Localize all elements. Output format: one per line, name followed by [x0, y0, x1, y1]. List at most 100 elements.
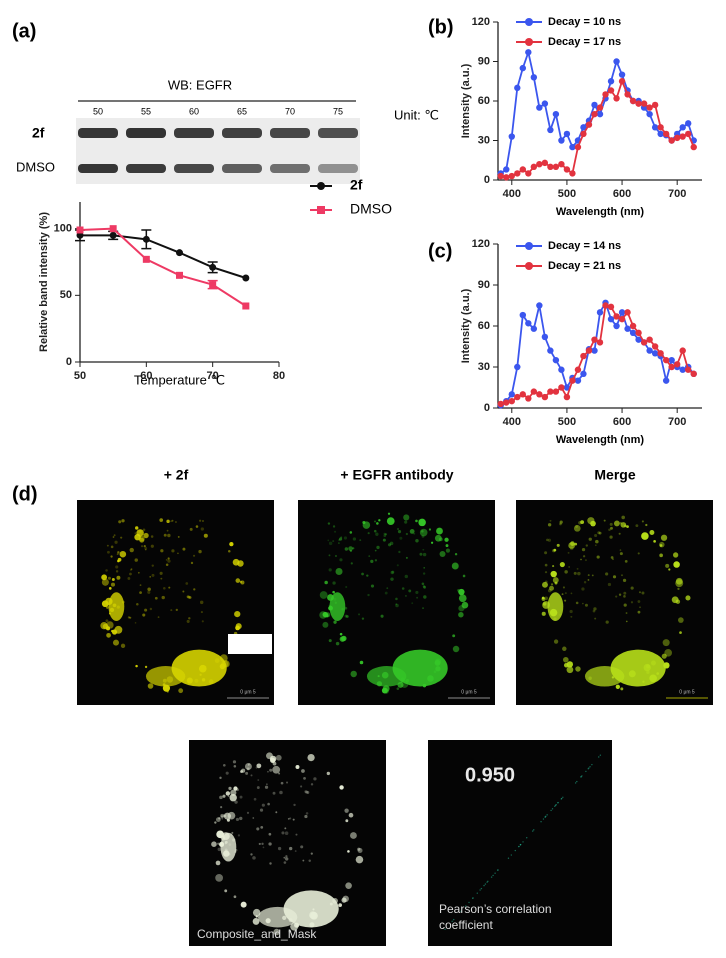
image-title: Merge [594, 467, 635, 483]
fluorescence-speckle [415, 538, 419, 543]
fluorescence-speckle [630, 601, 634, 604]
fluorescence-speckle [127, 616, 131, 619]
data-point [541, 100, 549, 107]
fluorescence-spot [434, 534, 442, 542]
fluorescence-spot [673, 552, 679, 558]
data-point [629, 329, 637, 337]
data-point [514, 170, 521, 177]
fluorescence-speckle [585, 544, 588, 547]
fluorescence-spot [338, 903, 342, 908]
fluorescence-speckle [544, 563, 548, 567]
fluorescence-spot [568, 542, 576, 549]
fluorescence-spot [350, 832, 357, 839]
fluorescence-cluster [145, 666, 186, 687]
fluorescence-speckle [149, 607, 153, 611]
fluorescence-speckle [302, 859, 305, 862]
data-point [547, 388, 554, 395]
fluorescence-speckle [239, 795, 243, 799]
series-line [500, 300, 695, 406]
panel-label: (d) [12, 483, 38, 505]
scatter-dot [562, 796, 564, 798]
fluorescence-speckle [227, 795, 230, 798]
fluorescence-spot [256, 763, 262, 769]
fluorescence-cluster [283, 890, 339, 928]
fluorescence-speckle [199, 519, 202, 522]
blot-row-label: DMSO [16, 159, 55, 174]
fluorescence-speckle [418, 519, 421, 522]
data-point [552, 110, 560, 118]
fluorescence-speckle [310, 852, 313, 855]
scatter-dot [479, 889, 481, 891]
fluorescence-spot [679, 631, 682, 634]
y-tick-label: 0 [484, 402, 490, 414]
fluorescence-speckle [368, 555, 371, 558]
fluorescence-speckle [252, 856, 256, 860]
fluorescence-speckle [106, 544, 109, 547]
fluorescence-speckle [376, 545, 380, 550]
fluorescence-spot [458, 594, 467, 603]
fluorescence-speckle [544, 580, 548, 584]
fluorescence-speckle [136, 602, 139, 606]
fluorescence-speckle [576, 567, 579, 570]
fluorescence-speckle [359, 539, 362, 542]
fluorescence-spot [147, 683, 154, 689]
fluorescence-speckle [592, 609, 596, 613]
fluorescence-speckle [171, 519, 174, 522]
fluorescence-speckle [345, 615, 349, 618]
fluorescence-speckle [187, 595, 191, 599]
data-point [662, 130, 670, 138]
data-point [624, 325, 631, 332]
fluorescence-speckle [129, 572, 132, 576]
data-point [618, 309, 626, 316]
fluorescence-spot [120, 643, 126, 649]
x-tick-label: 500 [558, 188, 576, 200]
fluorescence-spot [225, 791, 231, 796]
data-point [503, 399, 510, 406]
scale-bar-label: 0 μm 5 [461, 689, 477, 695]
data-point [662, 377, 670, 384]
fluorescence-speckle [399, 536, 403, 540]
fluorescence-speckle [167, 533, 171, 538]
fluorescence-speckle [559, 520, 563, 524]
fluorescence-speckle [598, 531, 602, 535]
fluorescence-spot [461, 601, 469, 609]
data-point [685, 120, 692, 127]
fluorescence-spot [129, 547, 134, 553]
fluorescence-speckle [384, 533, 388, 536]
fluorescence-speckle [300, 785, 303, 788]
data-point [580, 130, 587, 138]
fluorescence-spot [215, 860, 221, 866]
fluorescence-speckle [370, 584, 375, 588]
fluorescence-spot [549, 585, 554, 591]
fluorescence-spot [112, 639, 120, 646]
fluorescence-spot [678, 617, 684, 623]
fluorescence-speckle [130, 569, 132, 571]
panel-label: (a) [12, 20, 36, 42]
fluorescence-speckle [610, 526, 613, 530]
fluorescence-spot [409, 528, 415, 534]
fluorescence-speckle [168, 586, 171, 589]
data-point [530, 163, 538, 171]
scatter-dot [542, 818, 545, 820]
fluorescence-speckle [397, 528, 399, 530]
data-point [635, 100, 642, 107]
fluorescence-spot [307, 753, 315, 762]
fluorescence-speckle [281, 831, 285, 835]
scatter-dot [522, 841, 524, 843]
data-point [646, 104, 653, 111]
fluorescence-spot [333, 620, 337, 624]
fluorescence-speckle [285, 857, 289, 861]
fluorescence-speckle [115, 570, 119, 573]
fluorescence-cluster [220, 832, 237, 862]
data-point [613, 95, 620, 102]
fluorescence-spot [396, 687, 400, 690]
scatter-dot [599, 754, 602, 756]
fluorescence-speckle [581, 548, 586, 552]
fluorescence-spot [562, 646, 567, 652]
fluorescence-spot [348, 546, 353, 551]
fluorescence-speckle [638, 591, 641, 594]
fluorescence-spot [541, 611, 546, 616]
y-tick-label: 0 [484, 174, 490, 186]
fluorescence-speckle [144, 546, 148, 550]
fluorescence-spot [240, 901, 247, 908]
